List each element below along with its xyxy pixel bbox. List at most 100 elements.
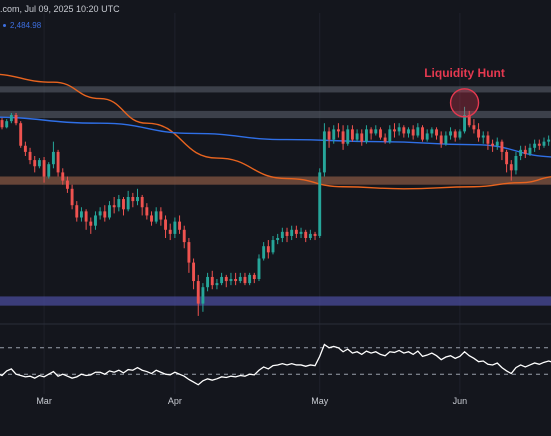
candle	[173, 217, 177, 238]
candle-body	[449, 131, 452, 136]
zone-support	[0, 176, 551, 185]
ma-blue-line	[0, 116, 551, 158]
candle	[495, 137, 499, 150]
candle	[439, 131, 443, 148]
candle	[154, 207, 158, 224]
candle	[360, 129, 364, 146]
candle-body	[252, 274, 256, 279]
candle	[388, 125, 392, 144]
candle-body	[136, 197, 139, 202]
candle-body	[229, 279, 233, 282]
grid-layer	[43, 13, 461, 394]
candle	[84, 209, 88, 230]
candle-body	[439, 135, 443, 144]
candle-body	[304, 231, 308, 238]
candle	[509, 160, 513, 181]
candle	[374, 125, 378, 136]
ma-dot-icon	[3, 24, 6, 28]
candle	[89, 217, 93, 234]
candle-body	[416, 127, 420, 136]
candle-body	[210, 276, 214, 286]
candle-body	[70, 188, 74, 206]
candle	[122, 197, 125, 216]
candle	[234, 272, 238, 286]
candle-body	[360, 133, 364, 142]
candle	[290, 225, 294, 241]
candle-body	[89, 221, 93, 226]
candle-body	[140, 197, 144, 208]
candle	[145, 203, 149, 220]
candle-body	[308, 233, 312, 238]
candle-body	[421, 127, 424, 140]
candle-body	[243, 276, 247, 284]
candle	[346, 125, 350, 146]
candle	[79, 207, 83, 222]
candle-body	[341, 131, 345, 144]
candle-body	[112, 205, 116, 208]
candle-body	[5, 121, 9, 128]
x-tick-label: Jun	[453, 396, 468, 406]
candle	[252, 272, 256, 284]
candle-body	[374, 129, 378, 134]
candle	[210, 270, 214, 290]
candle	[313, 231, 317, 241]
candle-body	[94, 215, 97, 226]
candle-body	[220, 276, 224, 284]
candle-body	[537, 143, 541, 146]
candle	[416, 123, 420, 138]
candle-body	[201, 287, 205, 304]
candle	[192, 258, 196, 290]
zone-lower	[0, 296, 551, 306]
candle-body	[192, 262, 196, 282]
candle-body	[65, 180, 69, 189]
candle	[238, 272, 242, 284]
candle-body	[364, 129, 368, 142]
rsi-panel	[0, 343, 551, 386]
candle	[47, 162, 51, 179]
candle	[528, 143, 532, 156]
candle	[61, 168, 65, 185]
candle	[276, 233, 280, 245]
candle-body	[9, 115, 13, 122]
candle-body	[37, 160, 41, 167]
candle-body	[379, 129, 382, 138]
candle-body	[234, 279, 238, 282]
candle-body	[206, 276, 210, 288]
candle	[75, 201, 79, 222]
candle-body	[79, 211, 83, 218]
moving-average-layer	[0, 73, 551, 190]
candle-body	[495, 141, 499, 146]
zone-layer	[0, 86, 551, 306]
candle	[19, 121, 23, 148]
candle-body	[154, 211, 158, 222]
candle	[294, 225, 298, 238]
candle	[65, 176, 69, 193]
candle-body	[294, 229, 298, 234]
liquidity-hunt-label: Liquidity Hunt	[424, 66, 505, 80]
candle-body	[388, 129, 392, 142]
header-source-date: .com, Jul 09, 2025 10:20 UTC	[0, 4, 120, 14]
candle	[519, 145, 523, 161]
x-axis: Mar Apr May Jun	[36, 396, 467, 406]
candle-body	[248, 274, 252, 284]
candle-body	[271, 240, 275, 253]
candle-body	[257, 258, 261, 279]
candle	[308, 229, 312, 241]
rsi-line	[0, 343, 551, 386]
candle	[467, 110, 471, 128]
candle-body	[336, 129, 340, 132]
candle-body	[178, 221, 182, 230]
candle	[299, 227, 303, 238]
zone-resistance	[0, 110, 551, 119]
candle-body	[477, 129, 481, 138]
candle-body	[168, 229, 172, 234]
candle-body	[411, 129, 415, 136]
candle	[407, 127, 410, 138]
candle-body	[350, 129, 354, 140]
candle	[70, 184, 74, 210]
candle	[341, 125, 345, 150]
candle	[435, 127, 438, 140]
candle-body	[164, 219, 167, 230]
candle-body	[290, 229, 294, 236]
